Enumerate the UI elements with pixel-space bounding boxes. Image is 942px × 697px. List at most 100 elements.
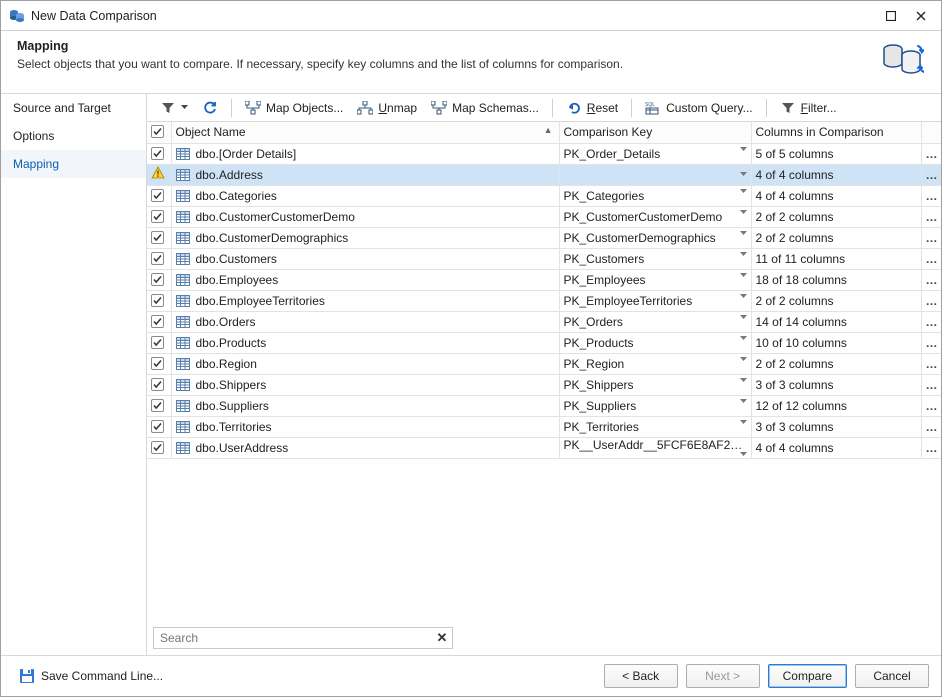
- columns-count-cell[interactable]: 10 of 10 columns: [751, 332, 921, 353]
- row-more-button[interactable]: …: [921, 143, 941, 164]
- columns-count-cell[interactable]: 11 of 11 columns: [751, 248, 921, 269]
- comparison-key-cell[interactable]: PK_EmployeeTerritories: [559, 290, 751, 311]
- object-name-cell[interactable]: dbo.Address: [171, 164, 559, 185]
- row-checkbox[interactable]: [151, 210, 164, 223]
- sidebar-item-options[interactable]: Options: [1, 122, 146, 150]
- table-row[interactable]: dbo.EmployeesPK_Employees18 of 18 column…: [147, 269, 941, 290]
- custom-query-button[interactable]: SQL Custom Query...: [638, 96, 759, 120]
- chevron-down-icon[interactable]: [740, 315, 747, 320]
- row-checkbox[interactable]: [151, 231, 164, 244]
- columns-count-cell[interactable]: 5 of 5 columns: [751, 143, 921, 164]
- object-name-cell[interactable]: dbo.Shippers: [171, 374, 559, 395]
- chevron-down-icon[interactable]: [740, 420, 747, 425]
- grid-scroll[interactable]: Object Name▲ Comparison Key Columns in C…: [147, 122, 941, 621]
- chevron-down-icon[interactable]: [740, 357, 747, 362]
- next-button[interactable]: Next >: [686, 664, 760, 688]
- search-input[interactable]: [154, 631, 432, 645]
- row-checkbox[interactable]: [151, 252, 164, 265]
- filter-button[interactable]: Filter...: [773, 96, 844, 120]
- row-checkbox-cell[interactable]: [147, 437, 171, 458]
- table-row[interactable]: dbo.RegionPK_Region2 of 2 columns…: [147, 353, 941, 374]
- columns-count-cell[interactable]: 4 of 4 columns: [751, 185, 921, 206]
- row-checkbox-cell[interactable]: [147, 248, 171, 269]
- object-name-cell[interactable]: dbo.Products: [171, 332, 559, 353]
- header-object-name[interactable]: Object Name▲: [171, 122, 559, 143]
- row-more-button[interactable]: …: [921, 374, 941, 395]
- row-more-button[interactable]: …: [921, 437, 941, 458]
- object-name-cell[interactable]: dbo.Region: [171, 353, 559, 374]
- table-row[interactable]: dbo.CategoriesPK_Categories4 of 4 column…: [147, 185, 941, 206]
- columns-count-cell[interactable]: 18 of 18 columns: [751, 269, 921, 290]
- reset-button[interactable]: Reset: [559, 96, 625, 120]
- row-checkbox-cell[interactable]: [147, 185, 171, 206]
- row-checkbox[interactable]: [151, 294, 164, 307]
- table-row[interactable]: dbo.EmployeeTerritoriesPK_EmployeeTerrit…: [147, 290, 941, 311]
- row-checkbox[interactable]: [151, 336, 164, 349]
- chevron-down-icon[interactable]: [740, 378, 747, 383]
- object-name-cell[interactable]: dbo.UserAddress: [171, 437, 559, 458]
- object-name-cell[interactable]: dbo.Customers: [171, 248, 559, 269]
- chevron-down-icon[interactable]: [740, 189, 747, 194]
- back-button[interactable]: < Back: [604, 664, 678, 688]
- row-checkbox[interactable]: [151, 420, 164, 433]
- comparison-key-cell[interactable]: PK_Region: [559, 353, 751, 374]
- object-name-cell[interactable]: dbo.CustomerCustomerDemo: [171, 206, 559, 227]
- row-checkbox[interactable]: [151, 147, 164, 160]
- chevron-down-icon[interactable]: [740, 294, 747, 299]
- table-row[interactable]: dbo.UserAddressPK__UserAddr__5FCF6E8AF22…: [147, 437, 941, 458]
- chevron-down-icon[interactable]: [740, 399, 747, 404]
- columns-count-cell[interactable]: 2 of 2 columns: [751, 227, 921, 248]
- row-more-button[interactable]: …: [921, 164, 941, 185]
- row-warning-cell[interactable]: [147, 164, 171, 185]
- row-more-button[interactable]: …: [921, 290, 941, 311]
- row-checkbox-cell[interactable]: [147, 290, 171, 311]
- comparison-key-cell[interactable]: PK_Shippers: [559, 374, 751, 395]
- row-more-button[interactable]: …: [921, 416, 941, 437]
- columns-count-cell[interactable]: 12 of 12 columns: [751, 395, 921, 416]
- maximize-button[interactable]: [879, 4, 903, 28]
- table-row[interactable]: dbo.Address 4 of 4 columns…: [147, 164, 941, 185]
- table-row[interactable]: dbo.CustomersPK_Customers11 of 11 column…: [147, 248, 941, 269]
- comparison-key-cell[interactable]: PK_Customers: [559, 248, 751, 269]
- chevron-down-icon[interactable]: [740, 231, 747, 236]
- chevron-down-icon[interactable]: [740, 336, 747, 341]
- sidebar-item-mapping[interactable]: Mapping: [1, 150, 146, 178]
- table-row[interactable]: dbo.ProductsPK_Products10 of 10 columns…: [147, 332, 941, 353]
- row-checkbox[interactable]: [151, 399, 164, 412]
- row-checkbox-cell[interactable]: [147, 206, 171, 227]
- comparison-key-cell[interactable]: PK_Order_Details: [559, 143, 751, 164]
- comparison-key-cell[interactable]: PK_Orders: [559, 311, 751, 332]
- chevron-down-icon[interactable]: [740, 147, 747, 152]
- row-checkbox-cell[interactable]: [147, 374, 171, 395]
- table-row[interactable]: dbo.SuppliersPK_Suppliers12 of 12 column…: [147, 395, 941, 416]
- object-name-cell[interactable]: dbo.Territories: [171, 416, 559, 437]
- table-row[interactable]: dbo.ShippersPK_Shippers3 of 3 columns…: [147, 374, 941, 395]
- chevron-down-icon[interactable]: [740, 452, 747, 457]
- comparison-key-cell[interactable]: [559, 164, 751, 185]
- chevron-down-icon[interactable]: [740, 273, 747, 278]
- chevron-down-icon[interactable]: [740, 252, 747, 257]
- row-checkbox[interactable]: [151, 315, 164, 328]
- columns-count-cell[interactable]: 14 of 14 columns: [751, 311, 921, 332]
- columns-count-cell[interactable]: 4 of 4 columns: [751, 164, 921, 185]
- close-button[interactable]: [909, 4, 933, 28]
- columns-count-cell[interactable]: 3 of 3 columns: [751, 374, 921, 395]
- row-more-button[interactable]: …: [921, 227, 941, 248]
- header-columns-in-comparison[interactable]: Columns in Comparison: [751, 122, 921, 143]
- table-row[interactable]: dbo.OrdersPK_Orders14 of 14 columns…: [147, 311, 941, 332]
- comparison-key-cell[interactable]: PK_CustomerCustomerDemo: [559, 206, 751, 227]
- row-checkbox-cell[interactable]: [147, 311, 171, 332]
- chevron-down-icon[interactable]: [740, 172, 747, 177]
- row-more-button[interactable]: …: [921, 353, 941, 374]
- columns-count-cell[interactable]: 2 of 2 columns: [751, 290, 921, 311]
- comparison-key-cell[interactable]: PK_Suppliers: [559, 395, 751, 416]
- object-name-cell[interactable]: dbo.EmployeeTerritories: [171, 290, 559, 311]
- table-row[interactable]: dbo.CustomerCustomerDemoPK_CustomerCusto…: [147, 206, 941, 227]
- compare-button[interactable]: Compare: [768, 664, 847, 688]
- row-checkbox-cell[interactable]: [147, 332, 171, 353]
- header-checkbox-cell[interactable]: [147, 122, 171, 143]
- comparison-key-cell[interactable]: PK_Products: [559, 332, 751, 353]
- columns-count-cell[interactable]: 3 of 3 columns: [751, 416, 921, 437]
- comparison-key-cell[interactable]: PK_CustomerDemographics: [559, 227, 751, 248]
- table-row[interactable]: dbo.[Order Details]PK_Order_Details5 of …: [147, 143, 941, 164]
